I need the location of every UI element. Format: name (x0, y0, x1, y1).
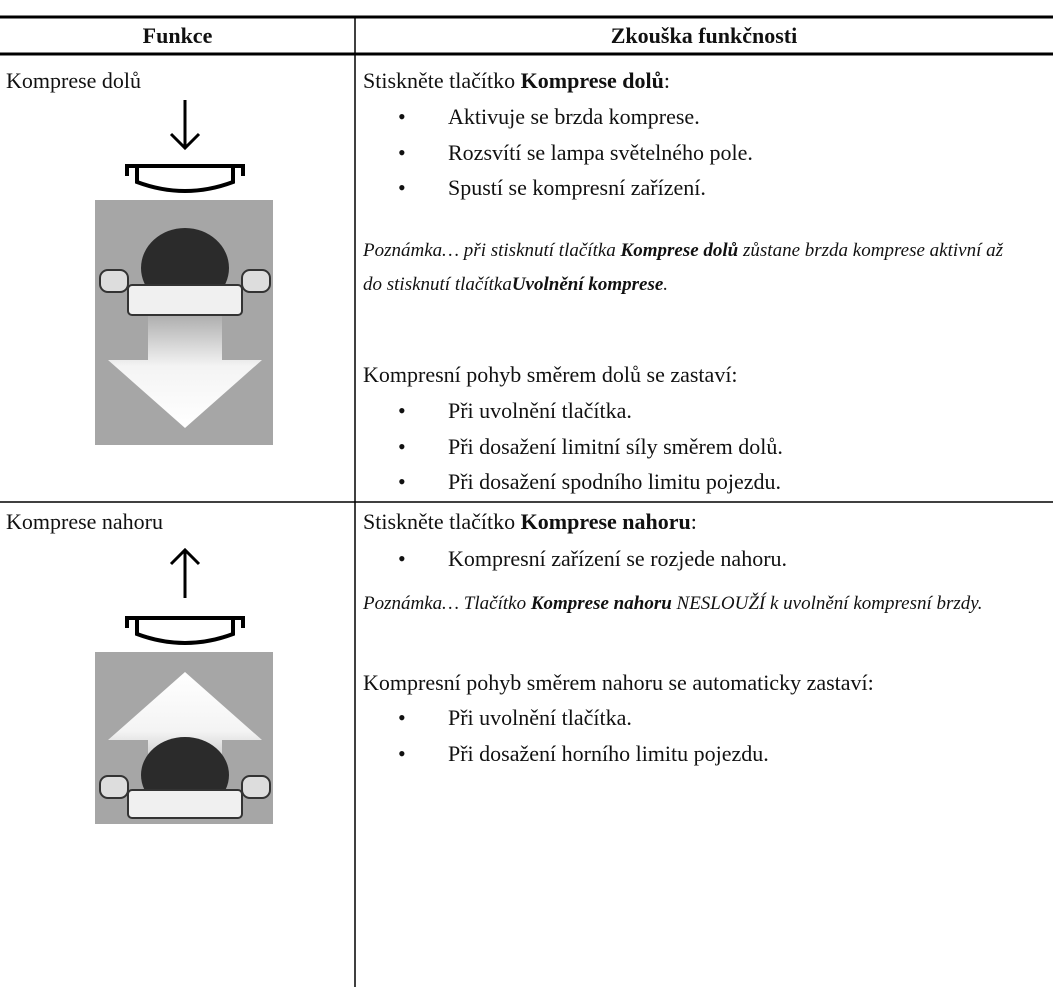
header-cell: Funkce (142, 23, 213, 48)
bullet-text: Při uvolnění tlačítka. (448, 398, 632, 423)
bullet: • (398, 139, 406, 165)
bullet: • (398, 469, 406, 494)
text: zůstane brzda komprese aktivní až do sti… (363, 240, 1003, 295)
stop-intro: Kompresní pohyb směrem dolů se zastaví: (363, 362, 738, 387)
bullet-text: Aktivuje se brzda komprese. (448, 104, 700, 129)
intro: Stiskněte tlačítko Komprese dolů: (363, 64, 670, 98)
bullet: • (398, 705, 406, 730)
text: : (663, 68, 670, 93)
text: . (663, 274, 669, 295)
bullet-text: Spustí se kompresní zařízení. (448, 175, 706, 200)
button-name: Komprese dolů (520, 68, 664, 93)
bullet: • (398, 104, 406, 129)
note: Poznámka… při stisknutí tlačítka Kompres… (363, 234, 1023, 302)
text: NESLOUŽÍ k uvolnění kompresní brzdy. (671, 593, 983, 614)
button-name: Komprese dolů (620, 240, 739, 261)
function-name: Komprese dolů (6, 68, 142, 93)
bullet: • (398, 546, 406, 571)
bullet: • (398, 433, 406, 459)
button-name: Komprese nahoru (520, 509, 691, 534)
text: Stiskněte tlačítko (363, 68, 521, 93)
stop-intro: Kompresní pohyb směrem nahoru se automat… (363, 670, 874, 695)
text: Poznámka… Tlačítko (363, 593, 531, 614)
bullet: • (398, 175, 406, 200)
button-name: Komprese nahoru (530, 593, 672, 614)
bullet-text: Při dosažení limitní síly směrem dolů. (448, 433, 783, 459)
bullet-text: Rozsvítí se lampa světelného pole. (448, 139, 753, 165)
bullet: • (398, 740, 406, 766)
icon-compression-up (95, 547, 273, 824)
button-name: Uvolnění komprese (511, 274, 664, 295)
function-name: Komprese nahoru (6, 509, 164, 534)
bullet: • (398, 398, 406, 423)
bullet-text: Při dosažení horního limitu pojezdu. (448, 740, 769, 766)
text: Poznámka… při stisknutí tlačítka (363, 240, 621, 261)
text: Stiskněte tlačítko (363, 509, 521, 534)
bullet-text: Při dosažení spodního limitu pojezdu. (448, 469, 782, 494)
intro: Stiskněte tlačítko Komprese nahoru: (363, 505, 697, 539)
text: : (690, 509, 697, 534)
icon-compression-down (95, 100, 273, 445)
bullet-text: Při uvolnění tlačítka. (448, 705, 632, 730)
bullet-text: Kompresní zařízení se rozjede nahoru. (448, 546, 788, 571)
note: Poznámka… Tlačítko Komprese nahoru NESLO… (363, 587, 983, 621)
header-cell: Zkouška funkčnosti (610, 23, 798, 48)
